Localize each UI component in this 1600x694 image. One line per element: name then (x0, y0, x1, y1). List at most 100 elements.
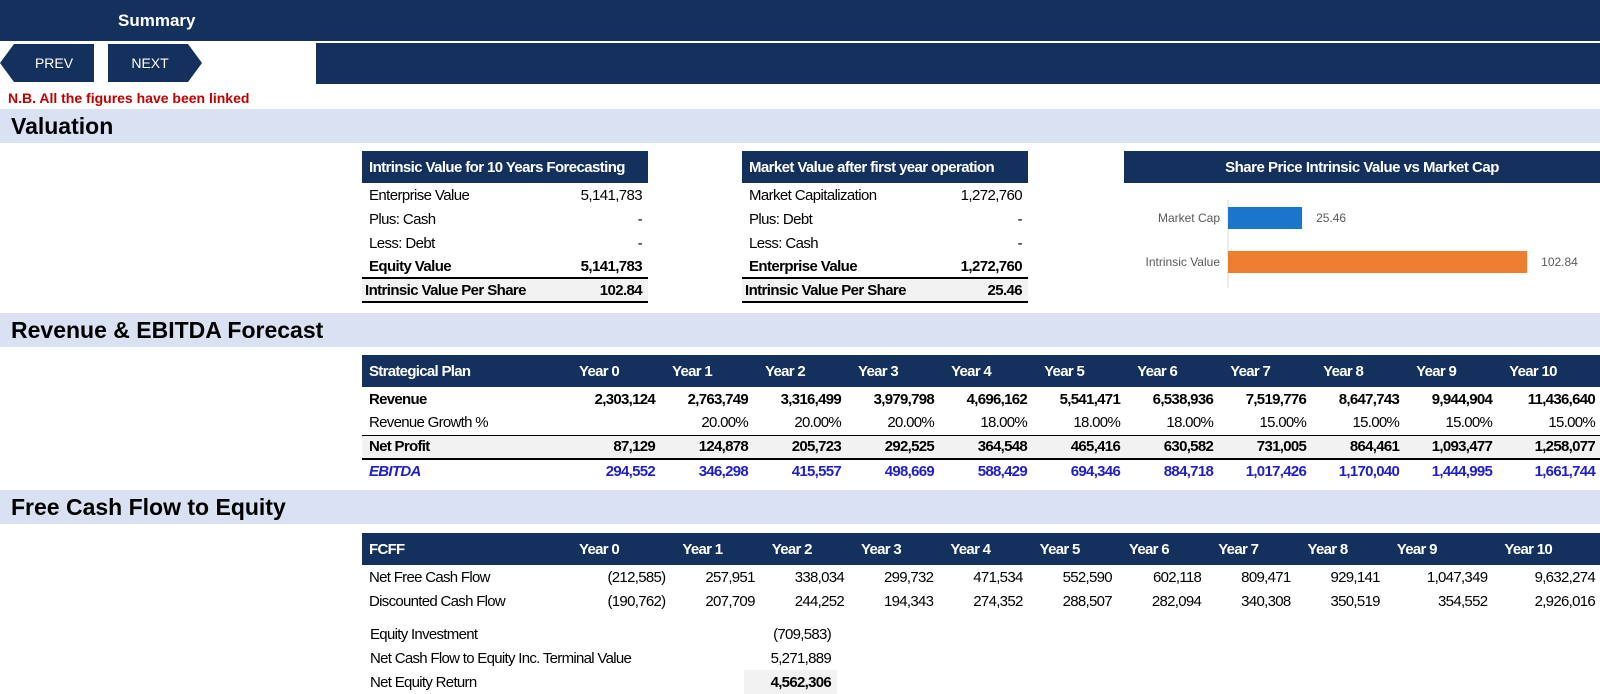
year-header: Year 2 (759, 533, 850, 565)
table-cell: 3,316,499 (780, 390, 842, 408)
table-cell: 294,552 (605, 463, 656, 480)
table-cell: 415,557 (791, 463, 842, 480)
table-cell: 11,436,640 (1527, 390, 1596, 408)
row-label: Net Profit (362, 434, 567, 460)
net-equity-return-value: 4,562,306 (744, 670, 837, 694)
table-cell: 15.00% (1259, 414, 1307, 432)
table-cell: 354,552 (1438, 592, 1488, 610)
table-cell: 292,525 (846, 434, 940, 460)
table-cell: 694,346 (1070, 463, 1121, 480)
prev-button[interactable]: PREV (0, 44, 94, 82)
header-bar: Summary (0, 0, 1600, 41)
table-cell: 15.00% (1445, 414, 1493, 432)
table-cell: 1,047,349 (1426, 568, 1488, 586)
row-value: 25.46 (987, 281, 1022, 299)
market-box-title: Market Value after first year operation (742, 151, 1028, 183)
table-cell: 2,763,749 (687, 390, 749, 408)
year-header: Year 4 (939, 355, 1033, 387)
row-label: Revenue Growth % (369, 414, 489, 432)
table-cell: 1,661,744 (1534, 463, 1596, 480)
row-label: Equity Value (369, 257, 452, 275)
chart-value-label: 102.84 (1541, 255, 1578, 269)
row-label: Discounted Cash Flow (369, 592, 506, 610)
table-cell: 2,303,124 (594, 390, 656, 408)
row-value: 5,141,783 (580, 257, 643, 275)
year-header: Year 2 (753, 355, 847, 387)
table-cell: 350,519 (1330, 592, 1380, 610)
year-header: Year 10 (1497, 355, 1600, 387)
section-valuation: Valuation (0, 109, 1600, 143)
row-label: Less: Debt (369, 234, 435, 252)
year-header: Year 0 (567, 533, 671, 565)
table-cell: 5,541,471 (1059, 390, 1121, 408)
row-value: 1,272,760 (960, 257, 1023, 275)
intrinsic-total-row: Intrinsic Value Per Share 102.84 (362, 279, 648, 303)
row-label: Plus: Cash (369, 210, 436, 228)
equity-label: Net Cash Flow to Equity Inc. Terminal Va… (370, 649, 632, 667)
table-cell: 18.00% (1166, 414, 1214, 432)
table-cell: 1,017,426 (1245, 463, 1307, 480)
table-cell: 274,352 (973, 592, 1023, 610)
year-header: Year 7 (1218, 355, 1312, 387)
table-cell: 588,429 (977, 463, 1028, 480)
table-cell: 340,308 (1241, 592, 1291, 610)
table-cell: 15.00% (1548, 414, 1595, 432)
table-cell: 282,094 (1151, 592, 1202, 610)
equity-value: 5,271,889 (770, 649, 832, 667)
revenue-table: Strategical Plan Year 0 Year 1 Year 2 Year 3… (362, 355, 1600, 483)
fcff-table: FCFF Year 0 Year 1 Year 2 Year 3 Year 4 Year 5… (362, 533, 1600, 613)
intrinsic-row: Enterprise Value 5,141,783 (362, 183, 648, 207)
row-label: Plus: Debt (749, 210, 813, 228)
table-cell: 338,034 (794, 568, 845, 586)
year-header: Year 3 (846, 355, 940, 387)
market-row: Enterprise Value 1,272,760 (742, 255, 1028, 279)
header-bar-lower (316, 41, 1600, 84)
table-cell: 207,709 (705, 592, 755, 610)
table-cell: 731,005 (1218, 434, 1312, 460)
table-cell: 929,141 (1330, 568, 1380, 586)
table-cell: 18.00% (980, 414, 1028, 432)
market-total-row: Intrinsic Value Per Share 25.46 (742, 279, 1028, 303)
row-label: Net Free Cash Flow (369, 568, 490, 586)
table-cell: 1,093,477 (1404, 434, 1498, 460)
table-cell: 1,444,995 (1431, 463, 1493, 480)
table-cell: 20.00% (794, 414, 842, 432)
year-header: Year 5 (1027, 533, 1117, 565)
year-header: Year 9 (1404, 355, 1498, 387)
row-label: Revenue (369, 390, 427, 408)
next-button[interactable]: NEXT (108, 44, 202, 82)
market-row: Plus: Debt - (742, 207, 1028, 231)
section-title: Valuation (11, 113, 114, 139)
share-price-chart: Market Cap 25.46 Intrinsic Value 102.84 (1146, 200, 1578, 288)
table-row: Revenue 2,303,124 2,763,749 3,316,499 3,979,… (362, 387, 1600, 411)
table-row: EBITDA 294,552 346,298 415,557 498,669 588,42… (362, 459, 1600, 483)
year-header: Year 6 (1125, 355, 1219, 387)
table-cell: 124,878 (660, 434, 754, 460)
row-label: EBITDA (369, 463, 421, 480)
table-cell: 864,461 (1311, 434, 1405, 460)
table-cell: 1,170,040 (1338, 463, 1400, 480)
table-cell: 364,548 (939, 434, 1033, 460)
row-value: - (637, 210, 643, 228)
row-value: - (1017, 210, 1023, 228)
year-header: Year 9 (1384, 533, 1493, 565)
intrinsic-value-box: Intrinsic Value for 10 Years Forecasting… (362, 151, 648, 303)
table-cell: 9,632,274 (1534, 568, 1596, 586)
table-cell: 6,538,936 (1152, 390, 1214, 408)
table-cell: 9,944,904 (1431, 390, 1493, 408)
table-cell: 498,669 (884, 463, 935, 480)
table-cell: 630,582 (1125, 434, 1219, 460)
section-title: Free Cash Flow to Equity (11, 494, 286, 520)
table-cell: 15.00% (1352, 414, 1400, 432)
section-revenue: Revenue & EBITDA Forecast (0, 313, 1600, 347)
table-cell: 87,129 (567, 434, 661, 460)
table-cell: 3,979,798 (873, 390, 935, 408)
section-fcfe: Free Cash Flow to Equity (0, 490, 1600, 524)
table-cell: 884,718 (1163, 463, 1214, 480)
year-header: Year 10 (1492, 533, 1600, 565)
year-header: Year 4 (938, 533, 1028, 565)
year-header: Year 5 (1032, 355, 1126, 387)
table-cell: 7,519,776 (1245, 390, 1307, 408)
row-label: Intrinsic Value Per Share (365, 281, 527, 299)
equity-label: Equity Investment (370, 625, 478, 643)
